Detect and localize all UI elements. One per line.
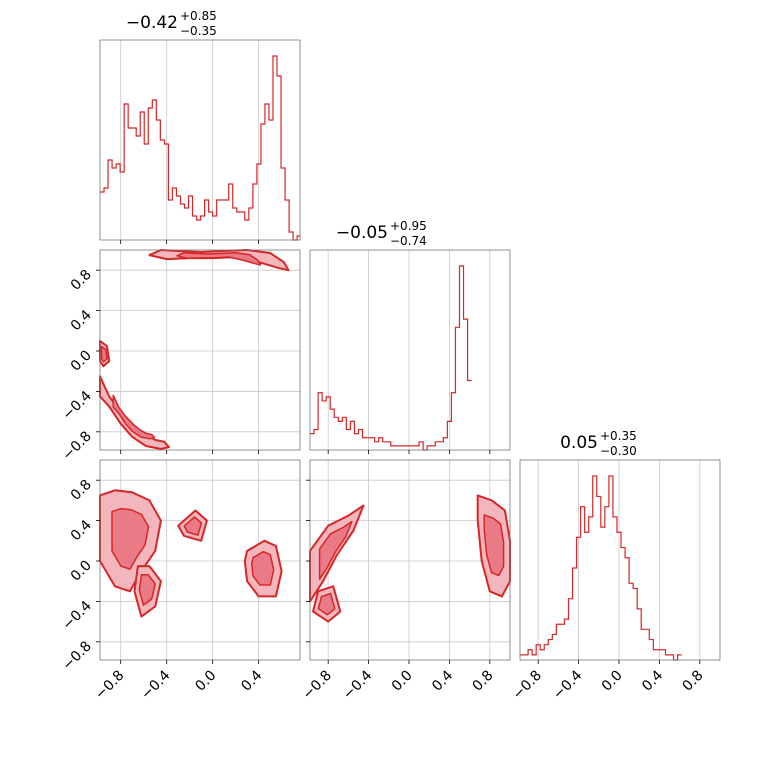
x-tick-label: 0.4 [639,667,666,694]
contour-3-1 [309,504,365,603]
contour-inner-1-1 [176,252,262,266]
y-tick-label: −0.4 [59,598,94,633]
contour-1-2 [99,375,170,450]
panel-frame [99,459,301,661]
panel-title-minus-2: −0.74 [390,234,427,248]
x-tick-label: 0.4 [238,667,265,694]
y-tick-label: 0.4 [68,517,95,544]
y-tick-label: −0.4 [59,388,94,423]
histogram-1 [100,55,300,241]
y-tick-label: 0.0 [68,348,95,375]
contour-inner-2-2 [138,574,156,606]
x-tick-label: 0.0 [192,668,219,695]
x-tick-label: 0.0 [389,668,416,695]
x-tick-label: −0.8 [92,668,127,703]
contour-inner-3-3 [483,514,505,577]
contour-inner-3-1 [318,520,353,580]
y-tick-label: 0.0 [68,558,95,585]
panel-frame [519,459,721,661]
x-tick-label: 0.8 [680,668,707,695]
contour-inner-2-3 [250,550,275,586]
y-tick-label: 0.8 [68,267,95,294]
panel-title-value-1: −0.42 [126,13,178,33]
contour-inner-1-2 [112,394,156,440]
y-tick-label: 0.4 [68,307,95,334]
panel-frame [309,459,511,661]
y-tick-label: 0.8 [68,477,95,504]
x-tick-label: −0.4 [340,667,375,702]
panel-title-plus-2: +0.95 [390,219,427,233]
panel-frame [309,249,511,451]
histogram-2 [310,265,472,451]
x-tick-label: −0.4 [138,667,173,702]
panel-title-minus-3: −0.30 [600,444,637,458]
panel-title-value-3: 0.05 [560,433,598,453]
panel-title-plus-3: +0.35 [600,429,637,443]
histogram-3 [520,475,682,661]
x-tick-label: 0.0 [599,668,626,695]
panel-title-plus-1: +0.85 [180,9,217,23]
contour-inner-2-1 [111,507,150,570]
x-tick-label: 0.8 [470,668,497,695]
contour-inner-2-4 [183,516,203,536]
contour-inner-1-3 [100,345,108,363]
panel-frame [99,249,301,451]
panel-frame [99,39,301,241]
panel-title-minus-1: −0.35 [180,24,217,38]
x-tick-label: −0.8 [510,668,545,703]
x-tick-label: −0.8 [300,668,335,703]
y-tick-label: −0.8 [59,428,94,463]
x-tick-label: −0.4 [550,667,585,702]
contour-inner-3-2 [317,592,336,616]
y-tick-label: −0.8 [59,638,94,673]
x-tick-label: 0.4 [429,667,456,694]
panel-title-value-2: −0.05 [336,223,388,243]
